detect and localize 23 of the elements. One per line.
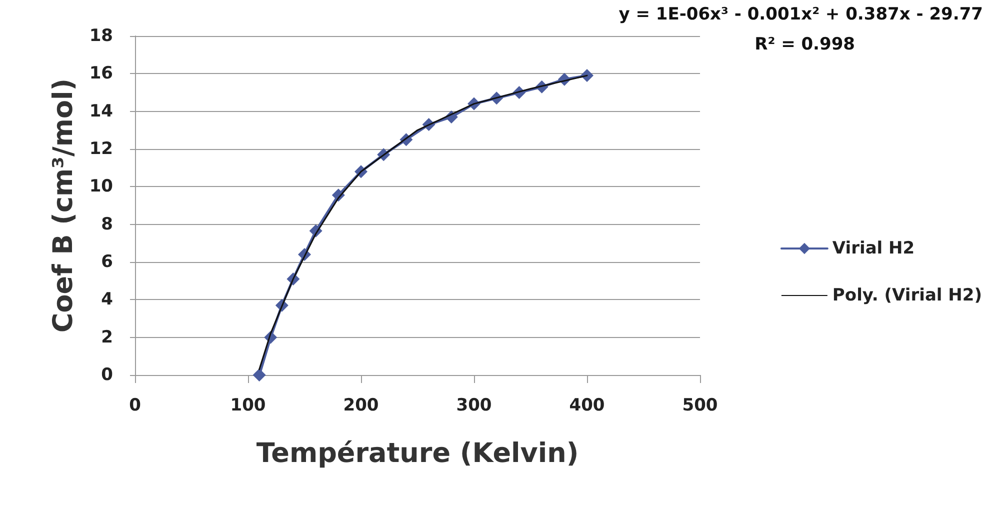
y-tick-label: 10 (89, 176, 114, 197)
y-axis-title: Coef B (cm³/mol) (48, 78, 79, 333)
legend-label: Poly. (Virial H2) (832, 286, 982, 306)
y-tick-label: 0 (101, 365, 114, 385)
x-tick-label: 400 (569, 396, 605, 416)
text: R² = 0.998 (754, 34, 855, 54)
x-axis-title: Température (Kelvin) (256, 438, 579, 469)
y-tick-label: 12 (89, 139, 113, 159)
x-tick-label: 0 (129, 396, 142, 416)
point (252, 368, 266, 382)
x-tick-label: 500 (682, 396, 718, 416)
x-tick-label: 300 (456, 396, 492, 416)
y-tick-label: 16 (89, 64, 113, 84)
y-tick-label: 14 (89, 101, 114, 122)
y-tick-label: 6 (101, 252, 113, 272)
y-tick-label: 18 (89, 26, 113, 46)
x-tick-label: 100 (230, 396, 266, 416)
legend-label: Virial H2 (832, 238, 915, 258)
x-tick-label: 200 (343, 396, 379, 416)
y-tick-label: 4 (101, 290, 114, 310)
text: y = 1E-06x³ - 0.001x² + 0.387x - 29.77 (618, 4, 984, 24)
y-tick-label: 8 (101, 214, 113, 234)
y-tick-label: 2 (101, 327, 113, 348)
